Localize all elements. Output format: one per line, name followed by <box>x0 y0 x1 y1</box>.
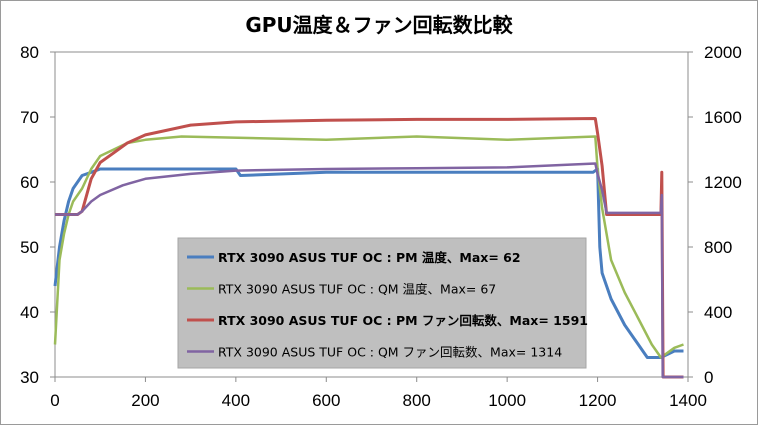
legend-label-3: RTX 3090 ASUS TUF OC : PM ファン回転数、Max= 15… <box>218 313 588 328</box>
x-tick-label: 600 <box>312 391 340 410</box>
legend-label-1: RTX 3090 ASUS TUF OC : PM 温度、Max= 62 <box>218 250 521 265</box>
series-line-2 <box>53 135 684 359</box>
y-tick-label: 50 <box>20 238 39 257</box>
y2-tick-label: 400 <box>704 303 732 322</box>
series-line-1 <box>53 167 684 359</box>
x-tick-label: 1000 <box>488 391 526 410</box>
y-tick-label: 40 <box>20 303 39 322</box>
y-tick-label: 70 <box>20 108 39 127</box>
x-tick-label: 400 <box>222 391 250 410</box>
x-tick-label: 1200 <box>579 391 617 410</box>
series-line-3 <box>55 117 684 379</box>
series-line-4 <box>55 162 684 379</box>
x-tick-label: 0 <box>50 391 59 410</box>
y-tick-label: 80 <box>20 43 39 62</box>
y2-tick-label: 1600 <box>704 108 742 127</box>
legend-label-4: RTX 3090 ASUS TUF OC : QM ファン回転数、Max= 13… <box>218 345 562 360</box>
y-tick-label: 30 <box>20 368 39 387</box>
y2-tick-label: 1200 <box>704 173 742 192</box>
chart-title: GPU温度＆ファン回転数比較 <box>245 13 513 37</box>
y2-tick-label: 2000 <box>704 43 742 62</box>
y2-tick-label: 800 <box>704 238 732 257</box>
y-tick-label: 60 <box>20 173 39 192</box>
legend-label-2: RTX 3090 ASUS TUF OC : QM 温度、Max= 67 <box>218 282 496 297</box>
x-tick-label: 200 <box>131 391 159 410</box>
x-tick-label: 800 <box>403 391 431 410</box>
x-tick-label: 1400 <box>669 391 707 410</box>
legend-box <box>177 237 587 369</box>
y2-tick-label: 0 <box>704 368 713 387</box>
